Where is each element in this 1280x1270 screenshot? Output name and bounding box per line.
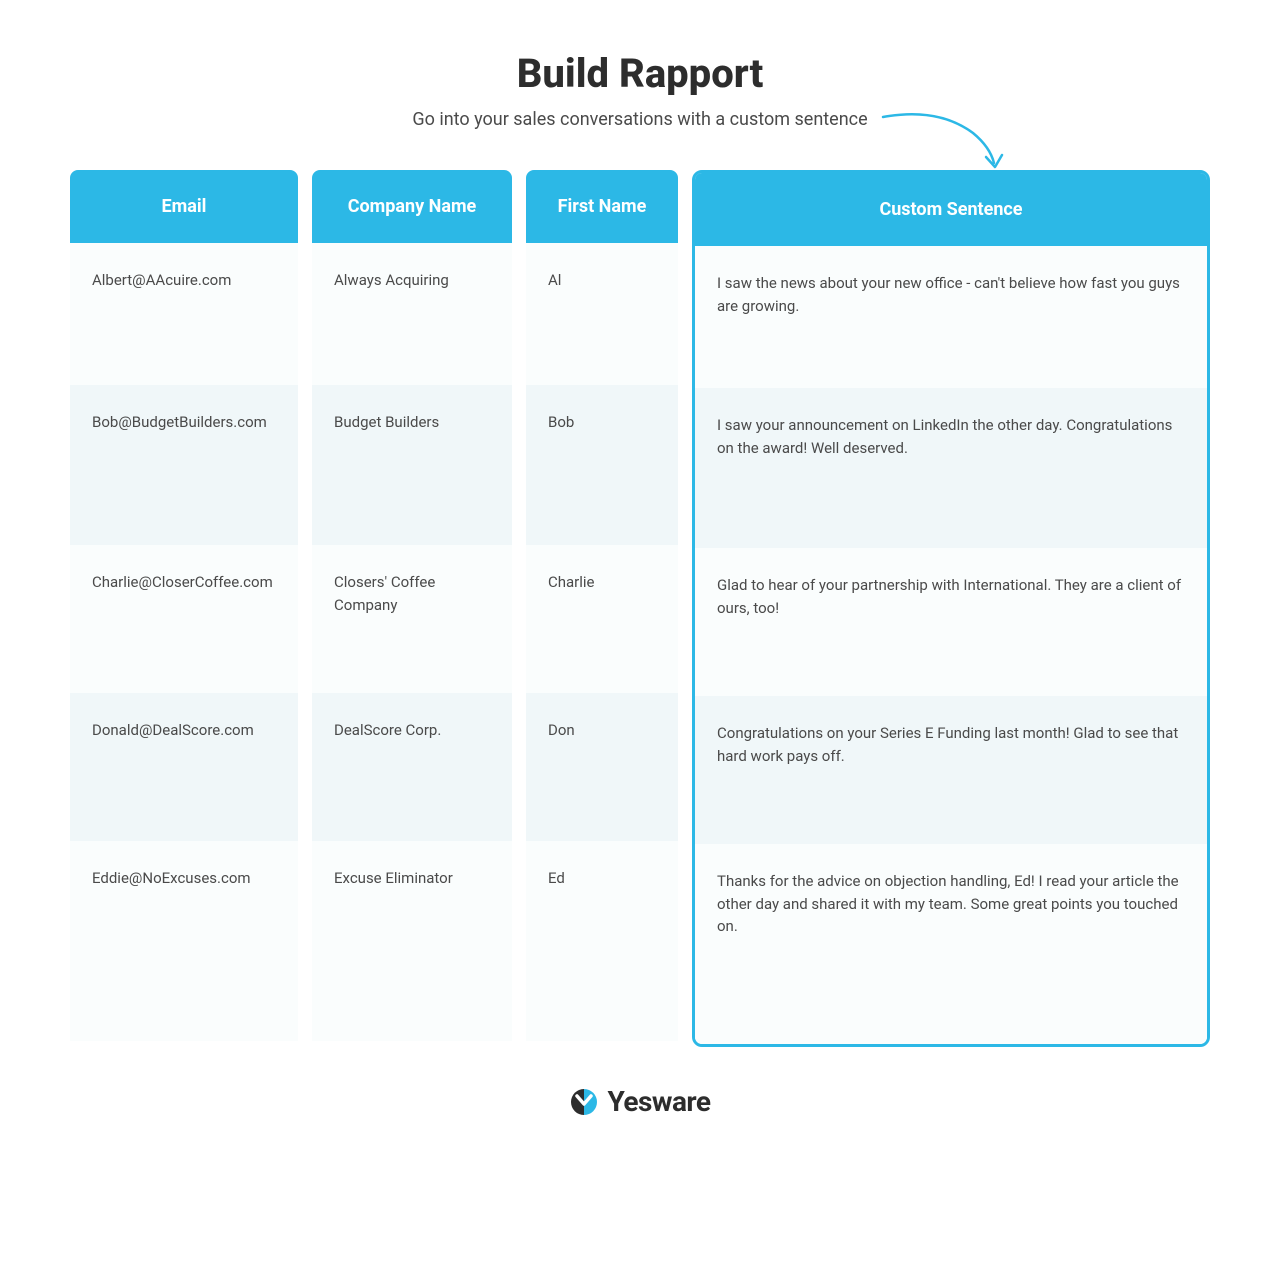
table-cell: Al (526, 243, 678, 385)
table-cell: Charlie (526, 545, 678, 693)
table-cell: Bob@BudgetBuilders.com (70, 385, 298, 545)
curved-arrow-icon (878, 105, 1008, 180)
table-cell: Albert@AAcuire.com (70, 243, 298, 385)
table-cell: Always Acquiring (312, 243, 512, 385)
table-cell: Closers' Coffee Company (312, 545, 512, 693)
table-cell: Congratulations on your Series E Funding… (695, 696, 1207, 844)
table-cell: Excuse Eliminator (312, 841, 512, 1041)
table-cell: Don (526, 693, 678, 841)
column-header-first: First Name (526, 170, 678, 243)
column-custom-sentence: Custom Sentence I saw the news about you… (692, 170, 1210, 1047)
data-table: Email Albert@AAcuire.com Bob@BudgetBuild… (70, 170, 1210, 1047)
table-cell: Eddie@NoExcuses.com (70, 841, 298, 1041)
yesware-logo-icon (569, 1087, 599, 1117)
table-cell: DealScore Corp. (312, 693, 512, 841)
table-cell: Donald@DealScore.com (70, 693, 298, 841)
table-cell: Charlie@CloserCoffee.com (70, 545, 298, 693)
column-header-email: Email (70, 170, 298, 243)
brand-name: Yesware (607, 1085, 710, 1118)
page-subtitle: Go into your sales conversations with a … (412, 109, 867, 130)
page-title: Build Rapport (70, 50, 1210, 97)
table-cell: Budget Builders (312, 385, 512, 545)
column-header-custom: Custom Sentence (695, 173, 1207, 246)
column-email: Email Albert@AAcuire.com Bob@BudgetBuild… (70, 170, 298, 1047)
footer: Yesware (70, 1085, 1210, 1118)
column-first-name: First Name Al Bob Charlie Don Ed (526, 170, 678, 1047)
column-header-company: Company Name (312, 170, 512, 243)
table-cell: I saw the news about your new office - c… (695, 246, 1207, 388)
table-cell: Thanks for the advice on objection handl… (695, 844, 1207, 1044)
table-cell: Ed (526, 841, 678, 1041)
table-cell: Glad to hear of your partnership with In… (695, 548, 1207, 696)
subtitle-wrap: Go into your sales conversations with a … (412, 109, 867, 130)
table-cell: Bob (526, 385, 678, 545)
column-company: Company Name Always Acquiring Budget Bui… (312, 170, 512, 1047)
table-cell: I saw your announcement on LinkedIn the … (695, 388, 1207, 548)
header: Build Rapport Go into your sales convers… (70, 50, 1210, 130)
